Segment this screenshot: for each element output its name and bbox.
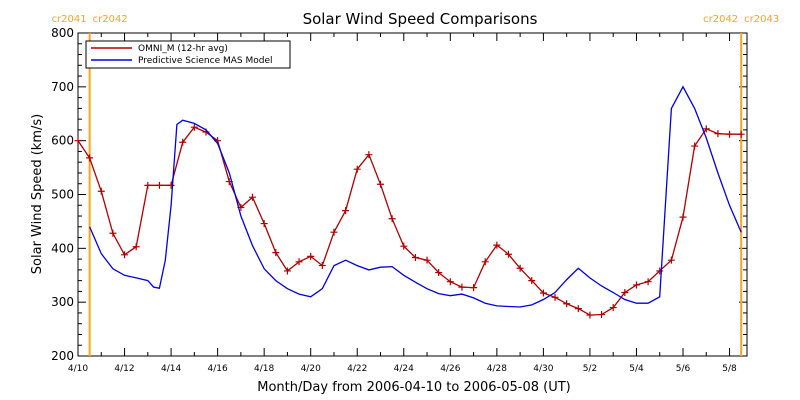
data-point-omni [504, 250, 512, 258]
x-tick-label: 4/28 [487, 364, 507, 374]
data-point-omni [97, 187, 105, 195]
x-tick-label: 5/2 [583, 364, 597, 374]
data-point-omni [411, 253, 419, 261]
data-point-omni [260, 220, 268, 228]
data-point-omni [679, 213, 687, 221]
plot-frame [77, 32, 748, 357]
y-tick-label: 600 [51, 134, 74, 148]
plot-area: 200 300 400 500 600 700 800 4/10 4/12 4/14 4/16 4/1… [51, 14, 779, 374]
data-point-omni [598, 311, 606, 319]
data-point-omni [318, 262, 326, 270]
data-point-omni [644, 278, 652, 286]
y-tick-label: 700 [51, 80, 74, 94]
y-tick-label: 200 [51, 349, 74, 363]
x-tick-label: 4/10 [68, 364, 88, 374]
data-point-omni [586, 311, 594, 319]
x-tick-label: 4/30 [533, 364, 553, 374]
data-point-omni [388, 215, 396, 223]
x-tick-label: 4/12 [114, 364, 134, 374]
carrington-label-left: cr2041 [52, 14, 87, 25]
data-point-omni [632, 281, 640, 289]
x-tick-label: 4/26 [440, 364, 460, 374]
data-point-omni [74, 137, 82, 145]
data-point-omni [249, 193, 257, 201]
x-tick-label: 4/22 [347, 364, 367, 374]
legend-box [85, 40, 291, 69]
data-point-omni [400, 242, 408, 250]
legend-label-mas-model: Predictive Science MAS Model [138, 56, 273, 66]
data-point-omni [330, 228, 338, 236]
data-point-omni [691, 142, 699, 150]
data-point-omni [272, 249, 280, 257]
data-point-omni [458, 283, 466, 291]
data-point-omni [609, 304, 617, 312]
data-point-omni [470, 284, 478, 292]
data-point-omni [109, 229, 117, 237]
data-point-omni [283, 267, 291, 275]
data-point-omni [574, 305, 582, 313]
y-tick-label: 500 [51, 188, 74, 202]
data-point-omni [563, 300, 571, 308]
x-tick-label: 4/14 [161, 364, 181, 374]
data-point-omni [435, 269, 443, 277]
data-point-omni [365, 151, 373, 159]
data-point-omni [342, 207, 350, 215]
carrington-label-right: cr2043 [744, 14, 779, 25]
x-tick-label: 5/4 [629, 364, 644, 374]
x-tick-label: 5/8 [722, 364, 737, 374]
data-point-omni [423, 256, 431, 264]
chart-title: Solar Wind Speed Comparisons [303, 10, 538, 28]
y-axis-label: Solar Wind Speed (km/s) [30, 114, 45, 274]
data-point-omni [493, 241, 501, 249]
data-point-omni [167, 181, 175, 189]
data-point-omni [667, 256, 675, 264]
data-point-omni [86, 154, 94, 162]
data-point-omni [121, 251, 129, 259]
data-point-omni [516, 264, 524, 272]
data-point-omni [353, 165, 361, 173]
y-tick-label: 300 [51, 295, 74, 309]
data-point-omni [621, 288, 629, 296]
carrington-label-right: cr2042 [93, 14, 128, 25]
data-point-omni [307, 252, 315, 260]
legend-label-omni: OMNI_M (12-hr avg) [138, 44, 228, 54]
data-point-omni [656, 267, 664, 275]
x-tick-label: 4/18 [254, 364, 274, 374]
legend: OMNI_M (12-hr avg) Predictive Science MA… [85, 40, 291, 69]
data-point-omni [726, 130, 734, 138]
y-tick-label: 800 [51, 26, 74, 40]
data-point-omni [539, 289, 547, 297]
data-point-omni [295, 258, 303, 266]
data-point-omni [551, 293, 559, 301]
data-point-omni [446, 278, 454, 286]
x-axis-label: Month/Day from 2006-04-10 to 2006-05-08 … [257, 380, 570, 395]
data-point-omni [155, 181, 163, 189]
data-point-omni [737, 130, 745, 138]
data-point-omni [481, 258, 489, 266]
series-line-omni [77, 126, 742, 316]
y-tick-label: 400 [51, 241, 74, 255]
data-point-omni [190, 123, 198, 131]
carrington-label-left: cr2042 [703, 14, 738, 25]
data-point-omni [377, 180, 385, 188]
data-point-omni [132, 243, 140, 251]
x-tick-label: 4/16 [208, 364, 228, 374]
data-point-omni [144, 181, 152, 189]
series-line-mas-model [89, 85, 742, 308]
data-point-omni [702, 125, 710, 133]
x-tick-label: 4/24 [394, 364, 414, 374]
data-point-omni [714, 130, 722, 138]
data-point-omni [528, 277, 536, 285]
data-point-omni [179, 138, 187, 146]
x-tick-label: 5/6 [676, 364, 691, 374]
x-tick-label: 4/20 [301, 364, 321, 374]
